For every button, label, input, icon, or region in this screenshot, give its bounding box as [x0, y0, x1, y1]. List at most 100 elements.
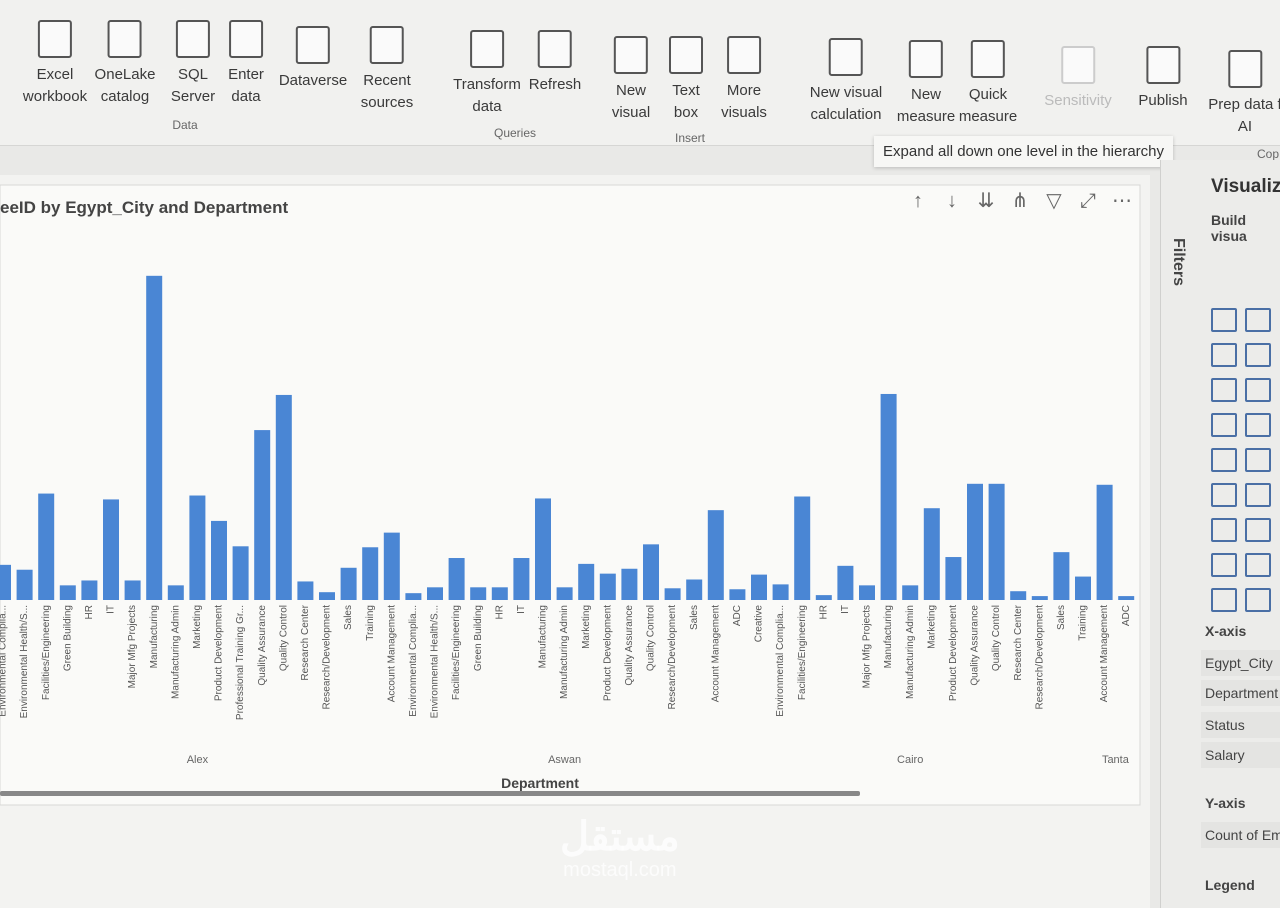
- bar: [772, 584, 789, 600]
- x-tick-label: Product Development: [214, 605, 225, 701]
- ribbon-button[interactable]: Quick measure: [959, 40, 1017, 128]
- visual-icon[interactable]: [1211, 448, 1237, 472]
- visual-header-icon[interactable]: ⇊: [978, 190, 995, 212]
- visual-icon[interactable]: [1245, 343, 1271, 367]
- field-well: Count of Empl: [1201, 822, 1280, 848]
- x-tick-label: HR: [494, 605, 505, 619]
- visual-header-icon[interactable]: ⋯: [1112, 190, 1132, 212]
- bar: [362, 547, 379, 600]
- x-tick-label: Professional Training Gr...: [235, 605, 246, 720]
- visual-icon[interactable]: [1211, 553, 1237, 577]
- bar: [643, 544, 659, 600]
- bar: [1096, 484, 1113, 600]
- x-tick-label: Green Building: [62, 605, 73, 671]
- ribbon-button[interactable]: Recent sources: [361, 26, 413, 114]
- visual-icon[interactable]: [1211, 483, 1237, 507]
- button-label: data: [231, 88, 261, 105]
- button-label: AI: [1237, 118, 1253, 135]
- ribbon-button[interactable]: Publish: [1138, 46, 1188, 112]
- ribbon-button[interactable]: Excel workbook: [23, 20, 87, 108]
- ribbon-button[interactable]: Prep data f AI: [1208, 50, 1280, 138]
- ribbon-button[interactable]: Dataverse: [279, 26, 347, 92]
- ribbon-button[interactable]: New visual calculation: [809, 38, 883, 126]
- ribbon-button[interactable]: SQL Server: [171, 20, 215, 108]
- x-tick-label: Environmental Complia...: [775, 605, 786, 717]
- x-tick-label: IT: [840, 605, 851, 614]
- bar: [988, 483, 1005, 600]
- ribbon-button[interactable]: Transform data: [453, 30, 521, 118]
- visual-header-icon[interactable]: ↓: [947, 190, 957, 212]
- visual-icon[interactable]: [1245, 553, 1271, 577]
- button-label: Publish: [1138, 92, 1188, 109]
- button-label: Prep data f: [1208, 96, 1280, 113]
- x-tick-label: HR: [84, 605, 95, 619]
- button-label: box: [673, 104, 699, 121]
- field-well: Status: [1201, 712, 1280, 738]
- x-tick-label: Account Management: [710, 605, 721, 703]
- x-tick-label: Research Center: [300, 604, 311, 680]
- button-icon: [669, 36, 703, 74]
- visual-icon[interactable]: [1211, 378, 1237, 402]
- ribbon-button[interactable]: OneLake catalog: [95, 20, 155, 108]
- bar: [254, 430, 271, 600]
- group-label: Alex: [187, 754, 209, 766]
- button-label: catalog: [100, 88, 150, 105]
- button-label: Enter: [228, 66, 264, 83]
- visual-icon[interactable]: [1245, 483, 1271, 507]
- x-tick-label: Environmental Health/S...: [430, 605, 441, 718]
- bar: [837, 565, 854, 600]
- bar: [621, 568, 638, 600]
- ribbon-button[interactable]: More visuals: [721, 36, 767, 124]
- button-icon: [613, 36, 648, 74]
- filters-tab[interactable]: Filters: [1170, 238, 1187, 287]
- visual-icon[interactable]: [1245, 588, 1271, 612]
- x-tick-label: Quality Assurance: [624, 605, 635, 686]
- visual-icon[interactable]: [1245, 413, 1271, 437]
- x-tick-label: Manufacturing: [149, 605, 160, 668]
- chart-title: eeID by Egypt_City and Department: [0, 198, 288, 217]
- visual-header-icon[interactable]: ↑: [913, 190, 923, 212]
- visual-header-icon[interactable]: ⋔: [1012, 190, 1029, 212]
- bar: [146, 275, 163, 600]
- bar: [707, 510, 724, 600]
- visual-header-icon[interactable]: ▽: [1046, 190, 1062, 212]
- button-label: Server: [170, 88, 216, 105]
- bar: [59, 585, 76, 600]
- bar: [902, 585, 919, 600]
- visual-icon[interactable]: [1245, 378, 1271, 402]
- x-tick-label: Quality Control: [991, 605, 1002, 671]
- x-tick-label: Manufacturing: [538, 605, 549, 668]
- ribbon-button[interactable]: Text box: [669, 36, 703, 124]
- ribbon-button[interactable]: Refresh: [529, 30, 581, 96]
- field-well: X-axis: [1205, 623, 1247, 639]
- pane-title: Visualiz: [1211, 176, 1280, 197]
- button-label: data: [472, 98, 502, 115]
- bar: [945, 557, 962, 600]
- visual-icon[interactable]: [1245, 448, 1271, 472]
- button-icon: [228, 20, 263, 58]
- visual-icon[interactable]: [1245, 308, 1271, 332]
- ribbon-button[interactable]: Enter data: [228, 20, 264, 108]
- visual-icon[interactable]: [1211, 518, 1237, 542]
- visual-icon[interactable]: [1211, 308, 1237, 332]
- group-label: Data: [172, 118, 198, 132]
- button-label: SQL: [177, 66, 208, 83]
- group-label: Queries: [493, 126, 537, 140]
- button-label: Recent: [363, 72, 411, 89]
- x-tick-label: Quality Control: [278, 605, 289, 671]
- visual-icon[interactable]: [1211, 413, 1237, 437]
- bar: [427, 587, 443, 600]
- visual-icon[interactable]: [1245, 518, 1271, 542]
- button-label: Dataverse: [278, 72, 348, 89]
- ribbon-button[interactable]: New visual: [612, 36, 650, 124]
- button-icon: [1061, 46, 1095, 84]
- field-well: Department: [1201, 680, 1280, 706]
- button-label: New visual: [809, 84, 883, 101]
- visual-icon[interactable]: [1211, 588, 1237, 612]
- button-label: More: [726, 82, 762, 99]
- visual-icon[interactable]: [1211, 343, 1237, 367]
- ribbon-button[interactable]: Sensitivity: [1044, 46, 1112, 112]
- ribbon-button[interactable]: New measure: [897, 40, 955, 128]
- field-well: Egypt_City: [1201, 650, 1280, 676]
- visual-header-icon[interactable]: ⤢: [1080, 190, 1096, 212]
